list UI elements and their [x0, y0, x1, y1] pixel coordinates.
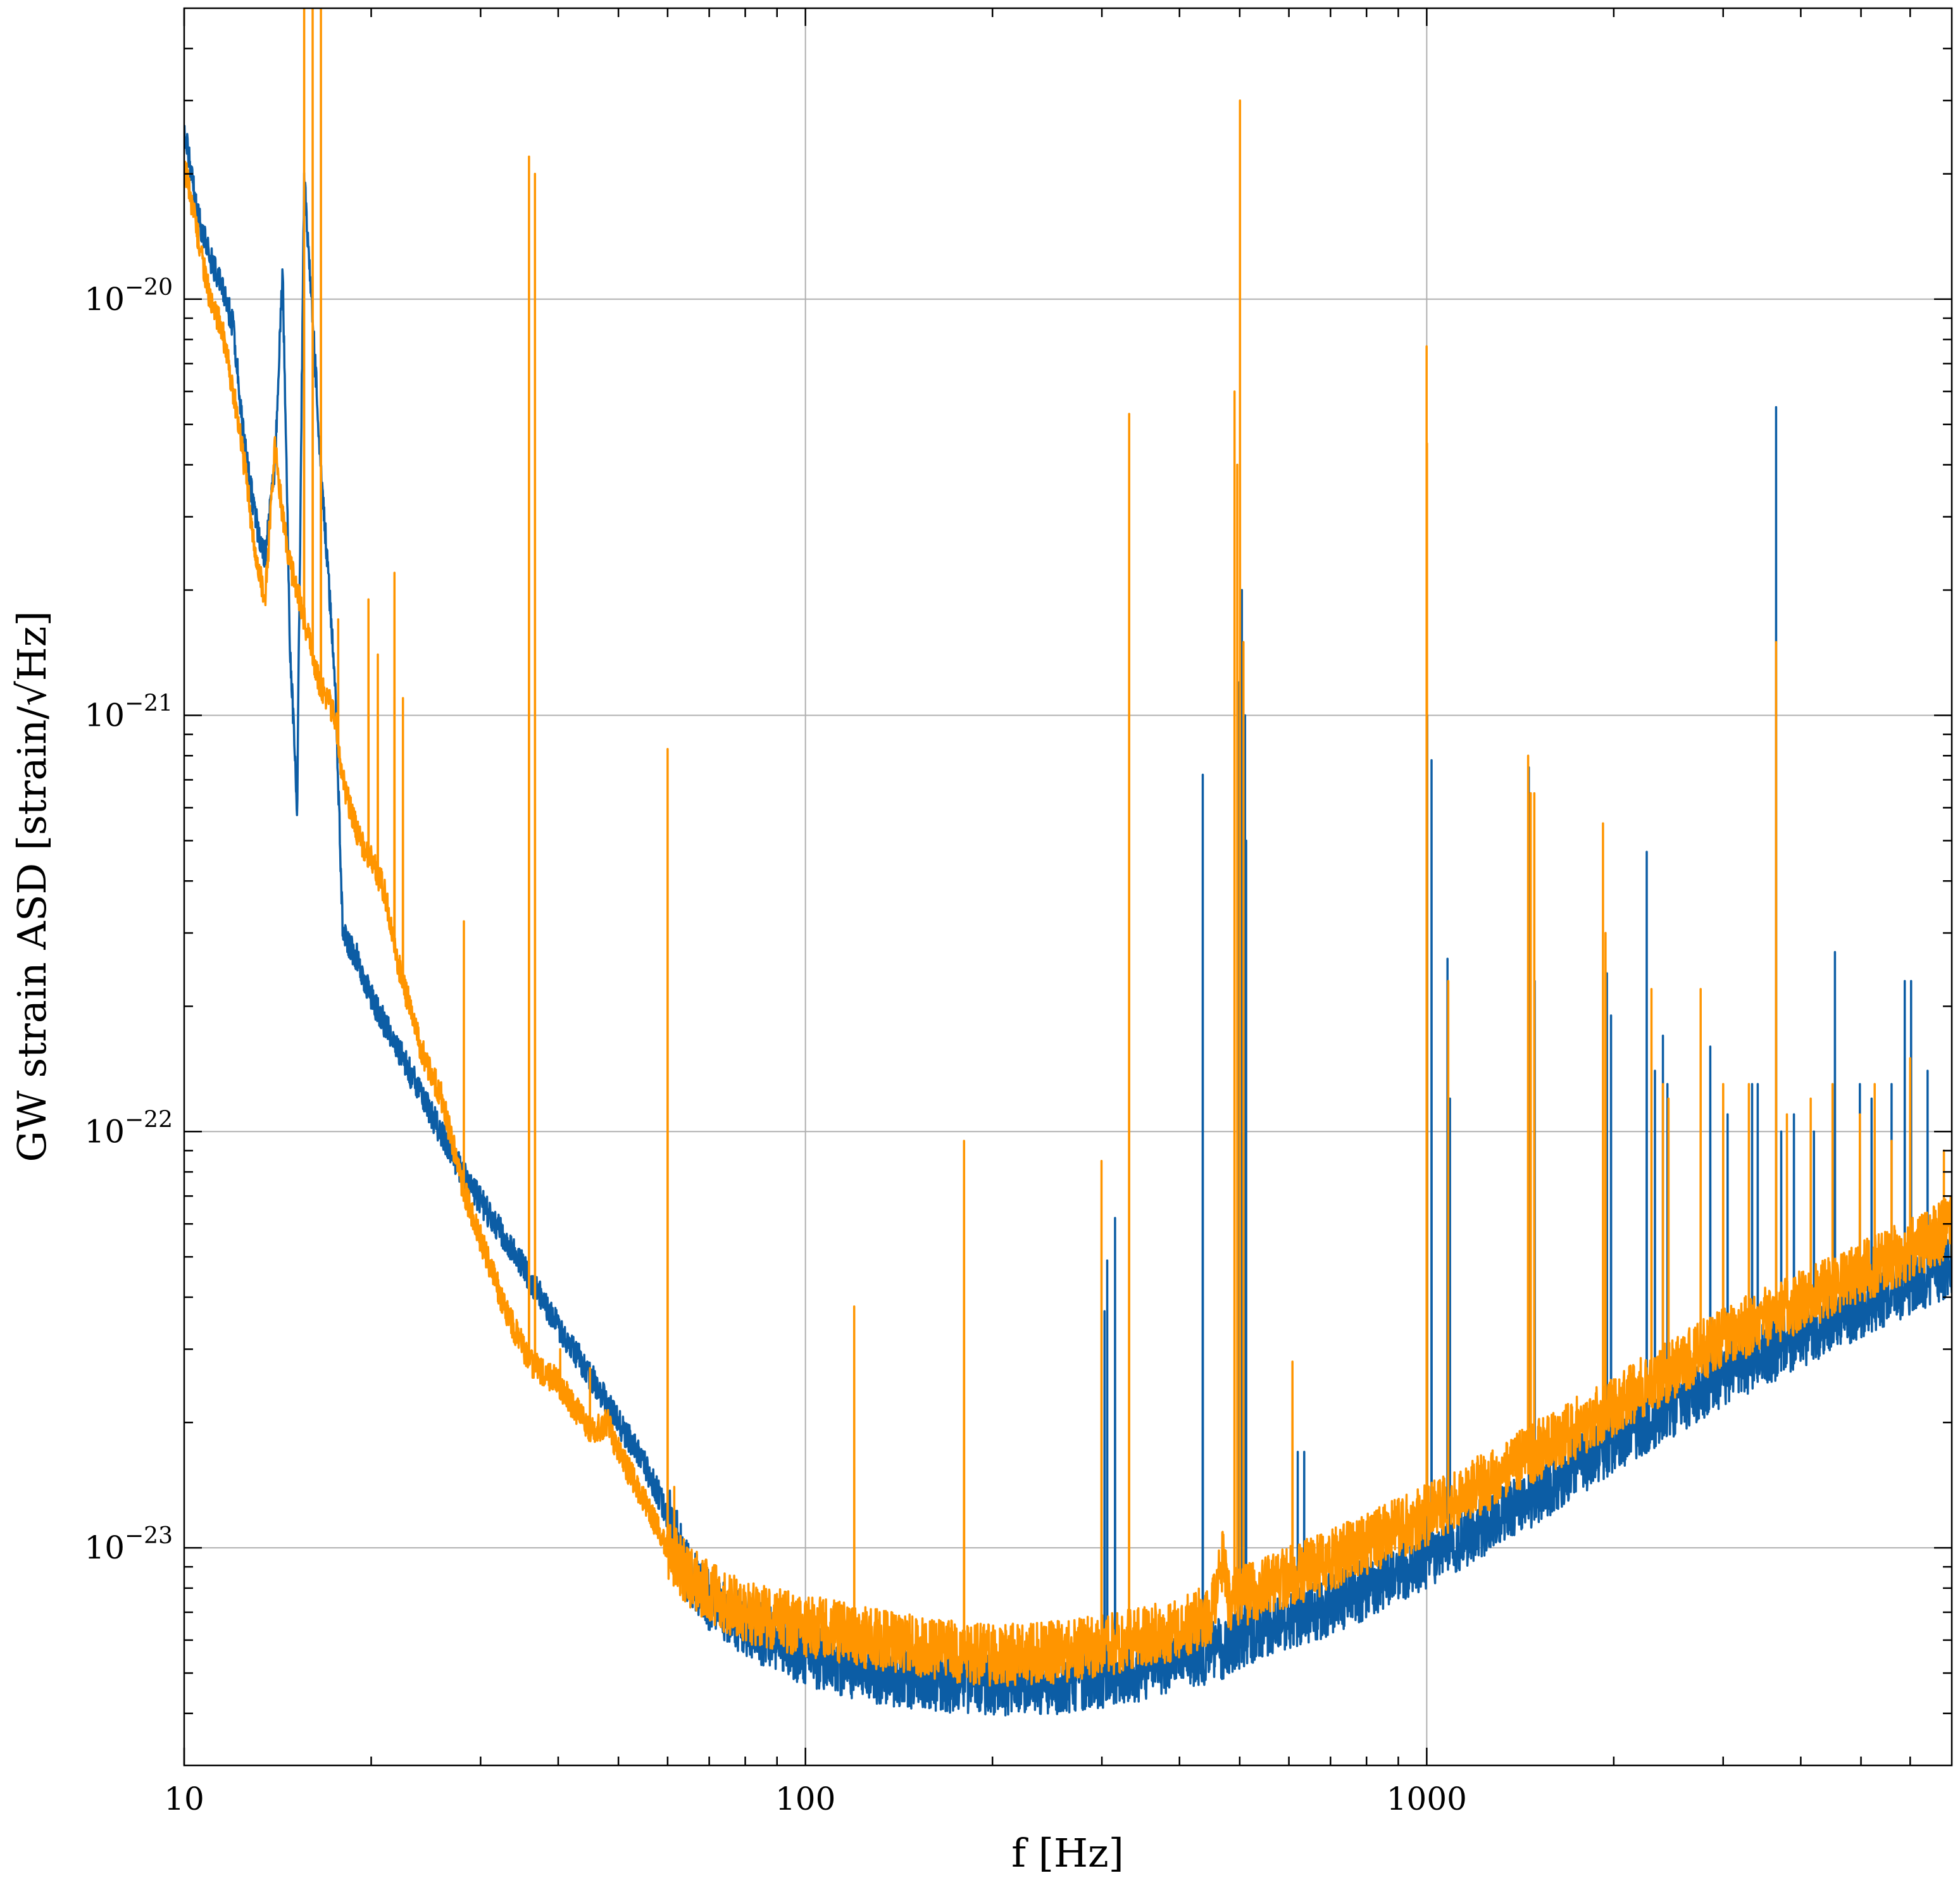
x-axis-label: f [Hz]	[1011, 1830, 1124, 1876]
y-axis-label: GW strain ASD [strain/√Hz]	[9, 611, 55, 1162]
series-line	[184, 125, 1952, 1717]
y-tick-label: 10−21	[84, 691, 173, 734]
y-tick-label: 10−20	[84, 275, 173, 318]
x-tick-label: 100	[775, 1781, 835, 1817]
y-tick-exponent: −21	[125, 691, 173, 717]
y-tick-exponent: −20	[125, 275, 173, 301]
series-line	[184, 8, 1952, 1687]
y-tick-label: 10−23	[84, 1523, 173, 1566]
y-tick-base: 10	[84, 1529, 125, 1566]
y-tick-base: 10	[84, 281, 125, 318]
y-tick-base: 10	[84, 697, 125, 734]
x-tick-label: 10	[164, 1781, 204, 1817]
ticks	[183, 8, 1952, 1765]
y-tick-base: 10	[84, 1113, 125, 1150]
plot-frame	[183, 7, 1953, 1767]
y-tick-label: 10−22	[84, 1107, 173, 1150]
series-layer	[184, 8, 1952, 1717]
y-tick-exponent: −23	[125, 1523, 173, 1549]
x-tick-label: 1000	[1387, 1781, 1467, 1817]
y-tick-exponent: −22	[125, 1107, 173, 1133]
